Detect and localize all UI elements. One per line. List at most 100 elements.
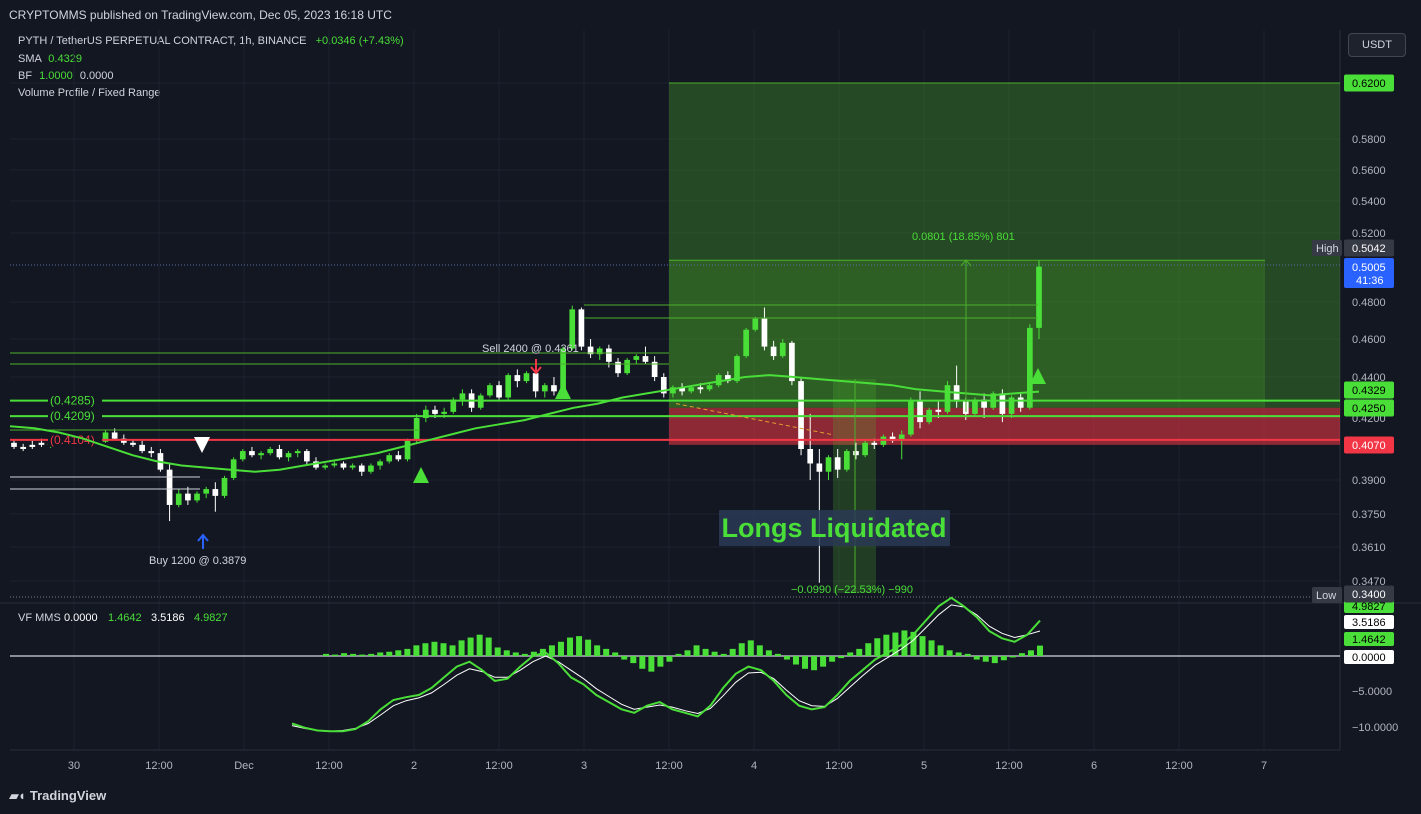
candle[interactable] <box>779 342 786 357</box>
buy-signal-icon[interactable] <box>555 383 571 399</box>
candle[interactable] <box>239 451 246 460</box>
candle[interactable] <box>413 418 420 441</box>
candle[interactable] <box>477 395 484 408</box>
candle[interactable] <box>734 356 740 382</box>
candle[interactable] <box>972 399 978 414</box>
candle[interactable] <box>285 453 292 458</box>
candle[interactable] <box>368 465 374 472</box>
candle[interactable] <box>1036 266 1042 328</box>
candle[interactable] <box>496 385 502 398</box>
candle[interactable] <box>29 444 36 447</box>
candle[interactable] <box>450 399 457 412</box>
candle[interactable] <box>981 399 987 408</box>
candle[interactable] <box>606 348 612 362</box>
candle[interactable] <box>1017 397 1024 408</box>
candle[interactable] <box>221 477 228 496</box>
tradingview-logo[interactable]: ▰◖ TradingView <box>9 788 106 804</box>
candle[interactable] <box>935 409 942 412</box>
candle[interactable] <box>999 393 1006 414</box>
candle[interactable] <box>102 432 109 442</box>
candle[interactable] <box>706 385 713 390</box>
candle[interactable] <box>569 309 576 349</box>
sell-signal-icon[interactable] <box>194 437 210 453</box>
candle[interactable] <box>1008 397 1015 414</box>
candle[interactable] <box>523 373 530 382</box>
candle[interactable] <box>898 434 905 441</box>
candle[interactable] <box>615 361 621 374</box>
candle[interactable] <box>139 444 145 452</box>
candle[interactable] <box>487 385 493 396</box>
candle[interactable] <box>578 309 585 347</box>
candle[interactable] <box>185 493 191 501</box>
oscillator-label[interactable]: VF MMS <box>18 612 61 624</box>
candle[interactable] <box>743 329 749 357</box>
candle[interactable] <box>276 449 283 458</box>
candle[interactable] <box>505 375 512 398</box>
candle[interactable] <box>670 387 676 394</box>
candle[interactable] <box>1027 327 1033 408</box>
candle[interactable] <box>532 373 539 392</box>
candle[interactable] <box>38 442 45 445</box>
candle[interactable] <box>230 459 237 478</box>
candle[interactable] <box>587 346 594 355</box>
candle[interactable] <box>944 385 951 412</box>
candle[interactable] <box>304 451 310 462</box>
candle[interactable] <box>825 457 832 472</box>
candle[interactable] <box>715 375 722 386</box>
candle[interactable] <box>807 449 814 464</box>
candle[interactable] <box>660 377 667 394</box>
candle[interactable] <box>688 387 695 392</box>
candle[interactable] <box>917 401 923 423</box>
candle[interactable] <box>725 375 731 382</box>
candle[interactable] <box>349 465 356 468</box>
candle[interactable] <box>249 451 255 456</box>
bf-legend[interactable]: BF 1.0000 0.0000 <box>18 70 114 82</box>
candle[interactable] <box>148 451 155 454</box>
buy-signal-icon[interactable] <box>413 467 429 483</box>
candle[interactable] <box>11 442 17 447</box>
candle[interactable] <box>642 356 649 362</box>
candle[interactable] <box>871 442 878 445</box>
candle[interactable] <box>432 409 438 414</box>
candle[interactable] <box>130 442 136 445</box>
position-stop-zone[interactable] <box>669 407 1340 445</box>
candle[interactable] <box>853 451 859 456</box>
candle[interactable] <box>340 463 347 468</box>
candle[interactable] <box>551 385 557 392</box>
candle[interactable] <box>816 463 823 472</box>
candle[interactable] <box>377 461 383 466</box>
candle[interactable] <box>166 469 173 505</box>
candle[interactable] <box>331 463 338 466</box>
candle[interactable] <box>752 318 759 330</box>
candle[interactable] <box>294 451 301 454</box>
oscillator-slow-line[interactable] <box>291 604 1041 732</box>
candle[interactable] <box>459 393 466 400</box>
candle[interactable] <box>651 361 658 377</box>
symbol-title[interactable]: PYTH / TetherUS PERPETUAL CONTRACT, 1h, … <box>18 35 307 47</box>
candle[interactable] <box>404 440 411 460</box>
candle[interactable] <box>862 442 868 456</box>
volume-profile-legend[interactable]: Volume Profile / Fixed Range <box>18 87 161 99</box>
candle[interactable] <box>422 409 429 418</box>
candle[interactable] <box>111 432 118 439</box>
candle[interactable] <box>761 318 768 347</box>
candle[interactable] <box>358 465 365 472</box>
candle[interactable] <box>20 446 26 449</box>
candle[interactable] <box>843 451 850 470</box>
candle[interactable] <box>203 489 210 494</box>
candle[interactable] <box>798 381 804 449</box>
candle[interactable] <box>908 401 914 435</box>
candle[interactable] <box>441 411 447 414</box>
candle[interactable] <box>889 436 896 441</box>
candle[interactable] <box>834 457 841 470</box>
candle[interactable] <box>596 348 603 355</box>
candle[interactable] <box>697 387 704 390</box>
oscillator-fast-line[interactable] <box>291 596 1041 733</box>
candle[interactable] <box>560 348 566 392</box>
sma-line[interactable] <box>9 374 1040 473</box>
candle[interactable] <box>789 342 795 382</box>
candle[interactable] <box>624 359 631 374</box>
candle[interactable] <box>541 385 548 392</box>
buy-signal-icon[interactable] <box>1030 368 1046 384</box>
